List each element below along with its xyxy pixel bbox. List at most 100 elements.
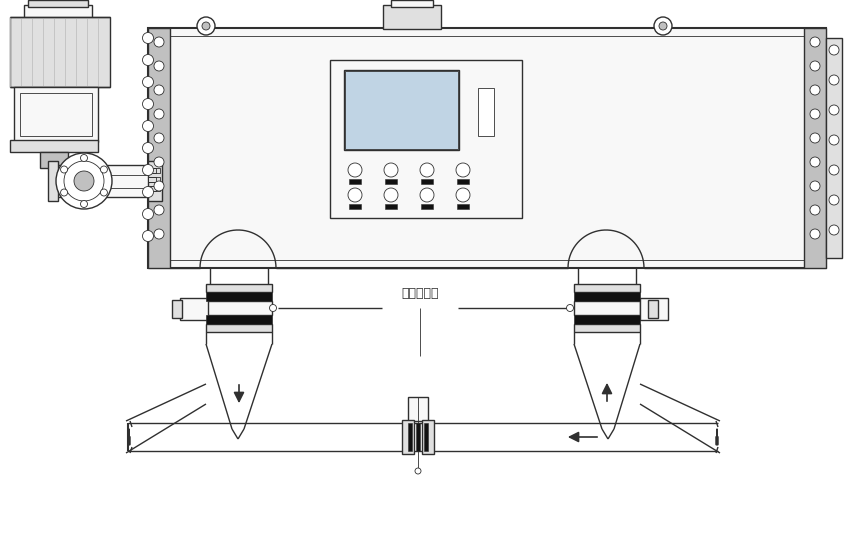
Bar [24,5,92,19]
Circle shape [154,157,164,167]
Circle shape [809,37,819,47]
Bar [148,28,825,268]
Circle shape [384,163,397,177]
Bar [344,70,458,150]
Bar [329,60,521,218]
Circle shape [809,229,819,239]
Bar [391,0,432,7]
Bar [148,28,170,268]
Circle shape [142,54,154,66]
Bar [206,292,272,301]
Bar [28,0,88,7]
Circle shape [142,98,154,110]
Bar [206,284,272,292]
Circle shape [828,225,838,235]
Bar [148,168,160,173]
Circle shape [809,133,819,143]
Circle shape [142,32,154,44]
Circle shape [566,305,573,312]
Circle shape [61,189,67,196]
Circle shape [154,133,164,143]
Circle shape [154,85,164,95]
Bar [421,179,432,184]
Bar [148,168,156,173]
Circle shape [74,171,94,191]
Circle shape [809,85,819,95]
Bar [456,179,468,184]
Circle shape [809,109,819,119]
Bar [206,301,272,315]
Bar [385,204,397,209]
Circle shape [80,201,87,208]
Bar [573,284,639,292]
Bar [206,315,272,324]
Bar [421,420,433,454]
Circle shape [61,166,67,173]
Circle shape [154,205,164,215]
Circle shape [80,154,87,161]
Circle shape [270,305,276,312]
Bar [456,204,468,209]
Circle shape [142,76,154,88]
Bar [402,420,414,454]
Circle shape [828,195,838,205]
Circle shape [809,61,819,71]
Circle shape [415,468,421,474]
Bar [639,298,667,320]
Bar [573,292,639,301]
Bar [408,423,411,451]
Circle shape [828,45,838,55]
Circle shape [142,121,154,131]
Bar [421,204,432,209]
Circle shape [809,205,819,215]
Circle shape [653,17,671,35]
Bar [171,300,182,318]
Bar [148,186,160,191]
Circle shape [101,166,107,173]
Circle shape [202,22,210,30]
Bar [180,298,208,320]
Bar [382,5,440,29]
Circle shape [154,229,164,239]
Circle shape [456,163,469,177]
Bar [573,315,639,324]
Bar [14,87,98,142]
Circle shape [142,209,154,220]
Bar [423,423,427,451]
Bar [48,161,58,201]
Bar [803,28,825,268]
Circle shape [154,109,164,119]
Bar [10,140,98,152]
Circle shape [154,181,164,191]
Bar [345,71,457,149]
Bar [385,179,397,184]
Bar [20,93,92,136]
Circle shape [828,165,838,175]
Bar [415,423,420,451]
Circle shape [56,153,112,209]
Circle shape [154,61,164,71]
Bar [573,301,639,315]
Circle shape [142,143,154,153]
Bar [56,165,156,197]
Circle shape [828,135,838,145]
Bar [408,397,427,421]
Circle shape [142,165,154,175]
Bar [349,204,361,209]
Bar [10,17,110,87]
Circle shape [384,188,397,202]
Circle shape [347,188,362,202]
Circle shape [809,181,819,191]
Circle shape [142,187,154,197]
Bar [40,152,68,168]
Bar [148,186,156,191]
Circle shape [420,188,433,202]
Circle shape [154,37,164,47]
Circle shape [197,17,215,35]
Bar [148,177,160,182]
Bar [825,38,841,258]
Circle shape [659,22,666,30]
Bar [148,177,156,182]
Circle shape [828,105,838,115]
Bar [206,324,272,332]
